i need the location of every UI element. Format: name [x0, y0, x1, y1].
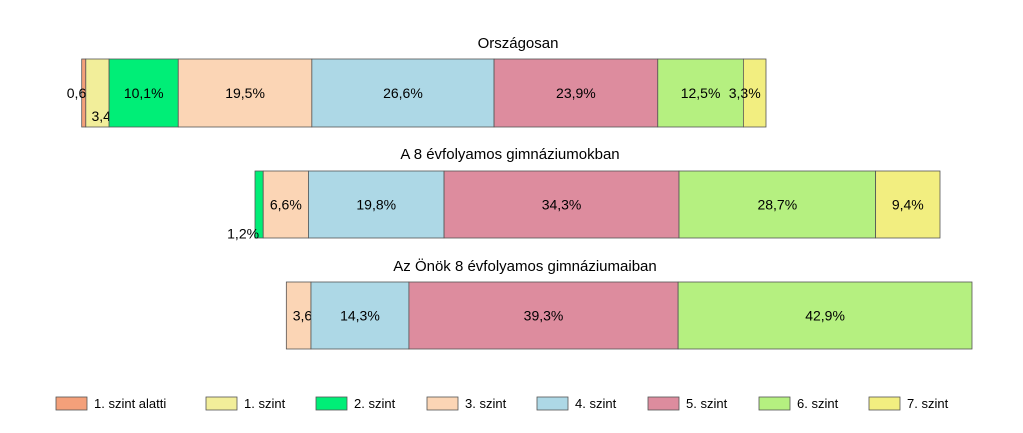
- legend-label: 4. szint: [575, 396, 617, 411]
- data-label: 19,5%: [225, 85, 265, 101]
- data-label: 9,4%: [892, 197, 924, 213]
- bar-segment-4-szint: [310, 281, 410, 350]
- legend-swatch: [205, 396, 238, 411]
- data-label: 14,3%: [340, 308, 380, 324]
- bar-segment-2-szint: [108, 58, 179, 128]
- data-label: 19,8%: [356, 197, 396, 213]
- legend-swatch: [315, 396, 348, 411]
- legend-label: 6. szint: [797, 396, 839, 411]
- bar-segment-6-szint: [677, 281, 973, 350]
- legend-swatch: [536, 396, 569, 411]
- legend-label: 1. szint: [244, 396, 286, 411]
- legend-swatch: [55, 396, 88, 411]
- bar-segment-3-szint: [285, 281, 312, 350]
- data-label: 6,6%: [270, 197, 302, 213]
- data-label: 12,5%: [681, 85, 721, 101]
- bar-segment-7-szint: [742, 58, 767, 128]
- data-label: 10,1%: [124, 85, 164, 101]
- bar-segment-5-szint: [408, 281, 679, 350]
- legend-label: 3. szint: [465, 396, 507, 411]
- data-label: 1,2%: [227, 226, 259, 242]
- legend-swatch: [426, 396, 459, 411]
- legend-label: 1. szint alatti: [94, 396, 166, 411]
- legend-label: 2. szint: [354, 396, 396, 411]
- bar-segment-3-szint: [177, 58, 313, 128]
- data-label: 3,3%: [729, 85, 761, 101]
- legend-label: 7. szint: [907, 396, 949, 411]
- legend-swatch: [758, 396, 791, 411]
- row-title: Az Önök 8 évfolyamos gimnáziumaiban: [393, 257, 656, 275]
- data-label: 23,9%: [556, 85, 596, 101]
- data-label: 26,6%: [383, 85, 423, 101]
- bar-segment-4-szint: [308, 170, 445, 239]
- bar-segment-7-szint: [875, 170, 941, 239]
- data-label: 28,7%: [757, 197, 797, 213]
- bar-segment-4-szint: [311, 58, 495, 128]
- legend-swatch: [868, 396, 901, 411]
- bar-segment-6-szint: [678, 170, 877, 239]
- legend-swatch: [647, 396, 680, 411]
- data-label: 39,3%: [524, 308, 564, 324]
- bar-segment-5-szint: [443, 170, 680, 239]
- data-label: 42,9%: [805, 308, 845, 324]
- data-label: 34,3%: [542, 197, 582, 213]
- legend-label: 5. szint: [686, 396, 728, 411]
- row-title: A 8 évfolyamos gimnáziumokban: [400, 146, 619, 163]
- row-title: Országosan: [478, 35, 559, 52]
